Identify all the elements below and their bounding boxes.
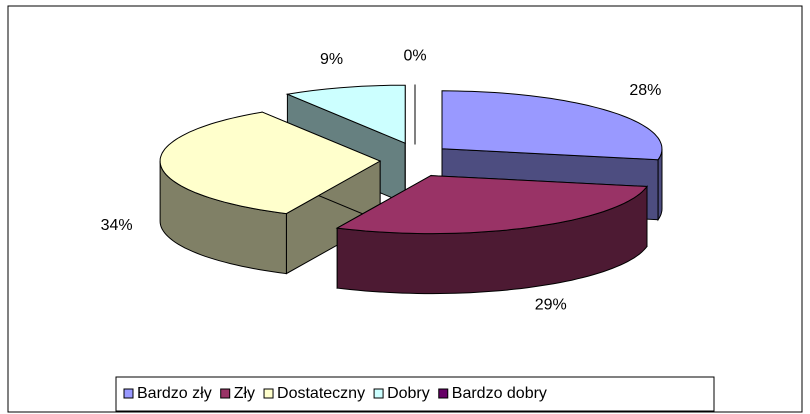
legend-box [115, 376, 715, 412]
slice-top [441, 90, 663, 161]
legend-label: Bardzo zły [137, 385, 212, 402]
data-label: 29% [535, 297, 567, 314]
legend-label: Dobry [387, 385, 430, 402]
pie-slice [335, 174, 649, 295]
legend-label: Bardzo dobry [452, 385, 547, 402]
legend: Bardzo zły Zły Dostateczny Dobry Bardzo dobr… [123, 385, 547, 402]
slice-top [335, 175, 649, 235]
pie: 0% 9% 28% 34% 29% [101, 47, 663, 314]
data-label: 9% [320, 51, 343, 68]
pie-slice [159, 111, 382, 275]
data-label: 28% [629, 82, 661, 99]
legend-swatch [263, 388, 274, 399]
data-label: 34% [101, 217, 133, 234]
legend-swatch [438, 388, 449, 399]
legend-label: Zły [234, 385, 255, 402]
legend-swatch [220, 388, 231, 399]
data-label: 0% [403, 47, 426, 64]
legend-swatch [373, 388, 384, 399]
legend-label: Dostateczny [277, 385, 365, 402]
slice-top [159, 111, 382, 215]
slice-top [285, 84, 406, 144]
legend-swatch [123, 388, 134, 399]
